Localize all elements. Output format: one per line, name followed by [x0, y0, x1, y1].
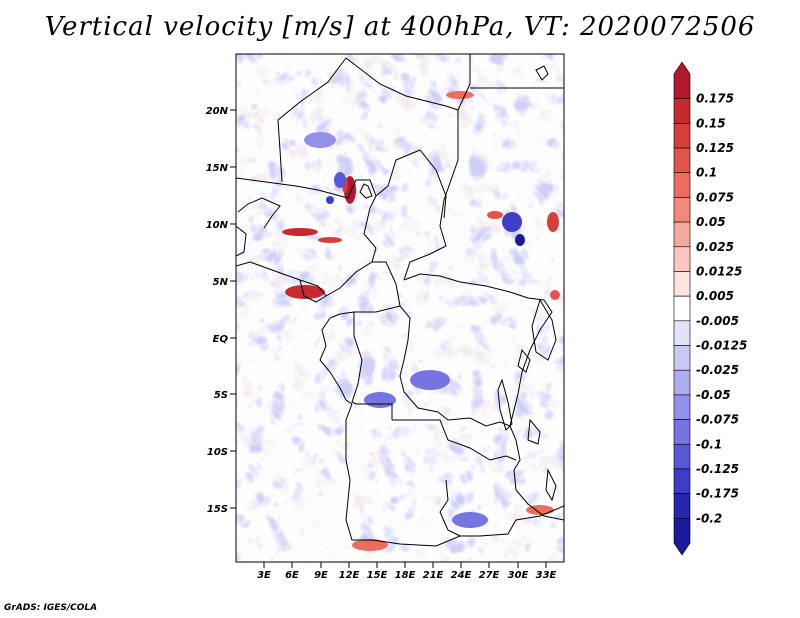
- lon-tick: 27E: [479, 562, 500, 581]
- lat-tick: EQ: [213, 334, 236, 345]
- colorbar-label: 0.1: [696, 166, 717, 180]
- colorbar-swatch: [673, 246, 691, 272]
- lon-axis: 3E 6E 9E 12E 15E 18E 21E 24E 27E 30E 33E: [257, 562, 557, 581]
- colorbar-label: -0.025: [696, 363, 739, 377]
- velocity-field: [236, 54, 564, 562]
- lat-tick: 15N: [206, 163, 236, 174]
- lakes: [359, 65, 557, 502]
- colorbar-label: 0.15: [696, 116, 726, 130]
- colorbar-swatch: [673, 61, 691, 99]
- colorbar-swatch: [673, 320, 691, 346]
- colorbar-label: 0.075: [696, 190, 734, 204]
- colorbar-label: 0.0125: [696, 264, 742, 278]
- lon-tick: 12E: [339, 562, 360, 581]
- colorbar-swatch: [673, 295, 691, 322]
- svg-text:20N: 20N: [206, 106, 229, 117]
- grads-credit: GrADS: IGES/COLA: [4, 603, 98, 613]
- svg-text:15N: 15N: [206, 163, 229, 174]
- lat-tick: 10N: [206, 220, 236, 231]
- lon-tick: 9E: [314, 562, 328, 581]
- colorbar-swatch: [673, 197, 691, 223]
- colorbar-label: 0.05: [696, 215, 726, 229]
- svg-text:3E: 3E: [257, 570, 271, 581]
- lat-tick: 20N: [206, 106, 236, 117]
- svg-text:15S: 15S: [207, 504, 228, 515]
- colorbar-swatch: [673, 419, 691, 445]
- colorbar-label: -0.005: [696, 314, 739, 328]
- colorbar-swatch: [673, 518, 691, 556]
- svg-text:18E: 18E: [395, 570, 416, 581]
- colorbar-label: -0.0125: [696, 339, 747, 353]
- map-title: Vertical velocity [m/s] at 400hPa, VT: 2…: [44, 12, 756, 42]
- svg-text:6E: 6E: [285, 570, 299, 581]
- colorbar-swatch: [673, 345, 691, 371]
- lon-tick: 18E: [395, 562, 416, 581]
- lon-tick: 30E: [508, 562, 529, 581]
- svg-text:27E: 27E: [479, 570, 500, 581]
- colorbar-swatch: [673, 468, 691, 494]
- colorbar-label: 0.005: [696, 289, 734, 303]
- colorbar: 0.175 0.15 0.125 0.1 0.075 0.05 0.025 0.0125 0.0…: [673, 61, 747, 556]
- lon-tick: 33E: [536, 562, 557, 581]
- colorbar-swatch: [673, 98, 691, 124]
- svg-text:5S: 5S: [214, 390, 228, 401]
- svg-text:EQ: EQ: [213, 334, 229, 345]
- colorbar-swatch: [673, 172, 691, 198]
- svg-text:21E: 21E: [423, 570, 444, 581]
- lat-axis: 20N 15N 10N 5N EQ 5S 10S 15S: [206, 106, 236, 515]
- colorbar-label: -0.175: [696, 487, 739, 501]
- svg-text:30E: 30E: [508, 570, 529, 581]
- colorbar-label: 0.125: [696, 141, 734, 155]
- colorbar-swatch: [673, 443, 691, 470]
- downdraft-cores: [304, 132, 525, 528]
- coastline: [319, 317, 353, 405]
- colorbar-swatch: [673, 493, 691, 519]
- lon-tick: 15E: [367, 562, 388, 581]
- colorbar-label: 0.025: [696, 240, 734, 254]
- svg-text:15E: 15E: [367, 570, 388, 581]
- country-boundaries: [236, 54, 564, 547]
- colorbar-label: -0.05: [696, 388, 731, 402]
- colorbar-label: -0.1: [696, 437, 722, 451]
- colorbar-label: -0.125: [696, 462, 739, 476]
- lat-tick: 10S: [207, 447, 236, 458]
- svg-text:10N: 10N: [206, 220, 229, 231]
- colorbar-swatch: [673, 147, 691, 174]
- lon-tick: 21E: [423, 562, 444, 581]
- lon-tick: 6E: [285, 562, 299, 581]
- svg-text:10S: 10S: [207, 447, 228, 458]
- map-frame: [235, 53, 565, 563]
- colorbar-swatch: [673, 394, 691, 420]
- lat-tick: 5N: [213, 277, 236, 288]
- colorbar-label: 0.175: [696, 92, 734, 106]
- lon-tick: 24E: [451, 562, 472, 581]
- svg-text:33E: 33E: [536, 570, 557, 581]
- colorbar-swatch: [673, 271, 691, 297]
- colorbar-swatch: [673, 221, 691, 248]
- svg-text:12E: 12E: [339, 570, 360, 581]
- lon-tick: 3E: [257, 562, 271, 581]
- lat-tick: 5S: [214, 390, 236, 401]
- colorbar-swatch: [673, 123, 691, 149]
- colorbar-label: -0.075: [696, 413, 739, 427]
- svg-text:5N: 5N: [213, 277, 229, 288]
- svg-text:24E: 24E: [451, 570, 472, 581]
- colorbar-swatch: [673, 369, 691, 396]
- lat-tick: 15S: [207, 504, 236, 515]
- colorbar-label: -0.2: [696, 511, 722, 525]
- svg-text:9E: 9E: [314, 570, 328, 581]
